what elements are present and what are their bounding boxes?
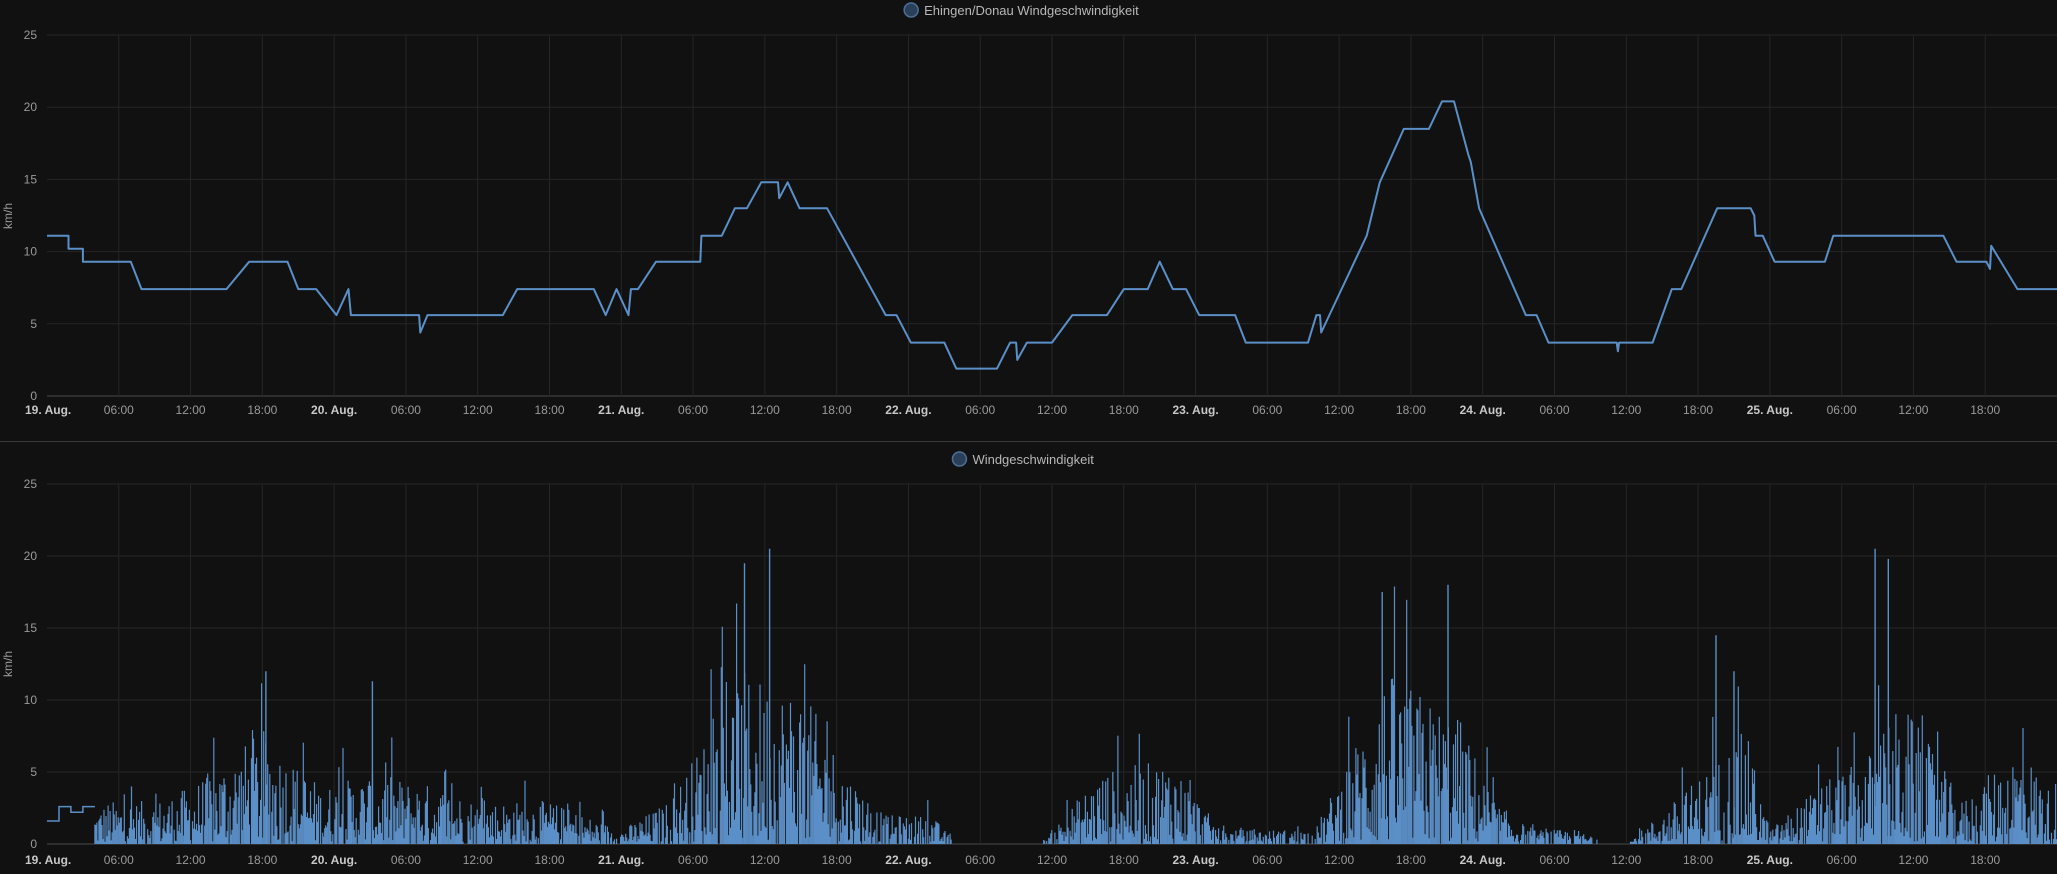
x-tick-label: 18:00 [1109, 403, 1139, 417]
x-tick-label: 12:00 [1037, 403, 1067, 417]
x-tick-label: 20. Aug. [311, 403, 357, 417]
x-tick-label: 18:00 [1396, 403, 1426, 417]
y-tick-label: 20 [24, 549, 38, 563]
y-axis-label: km/h [1, 203, 15, 229]
x-tick-label: 12:00 [1037, 853, 1067, 867]
x-tick-label: 06:00 [965, 853, 995, 867]
x-tick-label: 06:00 [1827, 403, 1857, 417]
y-tick-label: 0 [30, 389, 37, 403]
x-tick-label: 12:00 [1611, 403, 1641, 417]
y-axis-label: km/h [1, 651, 15, 677]
x-tick-label: 19. Aug. [25, 853, 71, 867]
x-tick-label: 06:00 [1827, 853, 1857, 867]
x-tick-label: 18:00 [247, 403, 277, 417]
panel-divider [0, 441, 2057, 442]
y-tick-label: 5 [30, 317, 37, 331]
legend[interactable]: Ehingen/Donau Windgeschwindigkeit [903, 2, 1139, 18]
y-tick-label: 10 [24, 245, 38, 259]
x-tick-label: 23. Aug. [1172, 853, 1218, 867]
x-tick-label: 12:00 [750, 853, 780, 867]
x-tick-label: 20. Aug. [311, 853, 357, 867]
x-tick-label: 12:00 [463, 853, 493, 867]
x-tick-label: 06:00 [678, 403, 708, 417]
grid [47, 483, 2057, 845]
x-tick-label: 12:00 [1324, 403, 1354, 417]
x-tick-label: 06:00 [104, 403, 134, 417]
y-tick-label: 0 [30, 837, 37, 851]
chart-windgeschwindigkeit-svg: 0 5 10 15 20 25 19. Aug. 06:00 12:00 18:00 20. Aug… [1, 451, 2057, 867]
x-tick-label: 18:00 [1683, 403, 1713, 417]
y-tick-label: 15 [24, 621, 38, 635]
x-tick-label: 18:00 [534, 853, 564, 867]
x-tick-label: 12:00 [1324, 853, 1354, 867]
x-tick-label: 06:00 [678, 853, 708, 867]
series-bars[interactable] [47, 548, 2057, 844]
x-tick-label: 12:00 [176, 853, 206, 867]
x-tick-label: 12:00 [750, 403, 780, 417]
chart-panel-windgeschwindigkeit: 0 5 10 15 20 25 19. Aug. 06:00 12:00 18:00 20. Aug… [0, 440, 2057, 874]
x-tick-label: 06:00 [1252, 853, 1282, 867]
x-tick-label: 18:00 [1970, 853, 2000, 867]
x-tick-label: 18:00 [1683, 853, 1713, 867]
chart-panel-ehingen-wind: 0 5 10 15 20 25 19. Aug. 06:00 12:00 18:00 20. Aug… [1, 2, 2057, 417]
series-step [47, 805, 95, 822]
x-tick-label: 18:00 [822, 853, 852, 867]
y-tick-label: 25 [24, 28, 38, 42]
series-line[interactable] [47, 100, 2057, 370]
x-tick-label: 21. Aug. [598, 403, 644, 417]
x-tick-label: 18:00 [1396, 853, 1426, 867]
y-tick-label: 20 [24, 100, 38, 114]
x-tick-label: 06:00 [391, 403, 421, 417]
y-tick-label: 5 [30, 765, 37, 779]
x-tick-label: 12:00 [176, 403, 206, 417]
x-tick-label: 24. Aug. [1460, 853, 1506, 867]
x-tick-label: 21. Aug. [598, 853, 644, 867]
x-tick-label: 12:00 [1898, 853, 1928, 867]
legend-label[interactable]: Ehingen/Donau Windgeschwindigkeit [924, 3, 1139, 18]
x-tick-label: 18:00 [247, 853, 277, 867]
legend-swatch[interactable] [951, 451, 968, 467]
x-tick-label: 22. Aug. [885, 403, 931, 417]
x-tick-label: 06:00 [391, 853, 421, 867]
x-tick-label: 12:00 [1611, 853, 1641, 867]
x-tick-label: 25. Aug. [1747, 853, 1793, 867]
x-tick-label: 06:00 [104, 853, 134, 867]
x-tick-label: 19. Aug. [25, 403, 71, 417]
grid [47, 34, 2057, 397]
legend-label[interactable]: Windgeschwindigkeit [972, 452, 1094, 467]
x-tick-label: 25. Aug. [1747, 403, 1793, 417]
x-tick-label: 24. Aug. [1460, 403, 1506, 417]
x-tick-label: 18:00 [1109, 853, 1139, 867]
y-tick-label: 10 [24, 693, 38, 707]
x-tick-label: 06:00 [1252, 403, 1282, 417]
x-tick-label: 12:00 [463, 403, 493, 417]
x-tick-label: 12:00 [1898, 403, 1928, 417]
x-tick-label: 18:00 [822, 403, 852, 417]
chart-ehingen-wind-svg: 0 5 10 15 20 25 19. Aug. 06:00 12:00 18:00 20. Aug… [1, 2, 2057, 417]
x-tick-label: 23. Aug. [1172, 403, 1218, 417]
x-tick-label: 06:00 [1539, 853, 1569, 867]
y-tick-label: 15 [24, 172, 38, 186]
legend[interactable]: Windgeschwindigkeit [951, 451, 1094, 467]
legend-swatch[interactable] [903, 2, 919, 18]
x-tick-label: 18:00 [534, 403, 564, 417]
y-tick-label: 25 [24, 477, 38, 491]
x-tick-label: 06:00 [1539, 403, 1569, 417]
x-tick-label: 22. Aug. [885, 853, 931, 867]
x-tick-label: 06:00 [965, 403, 995, 417]
x-tick-label: 18:00 [1970, 403, 2000, 417]
